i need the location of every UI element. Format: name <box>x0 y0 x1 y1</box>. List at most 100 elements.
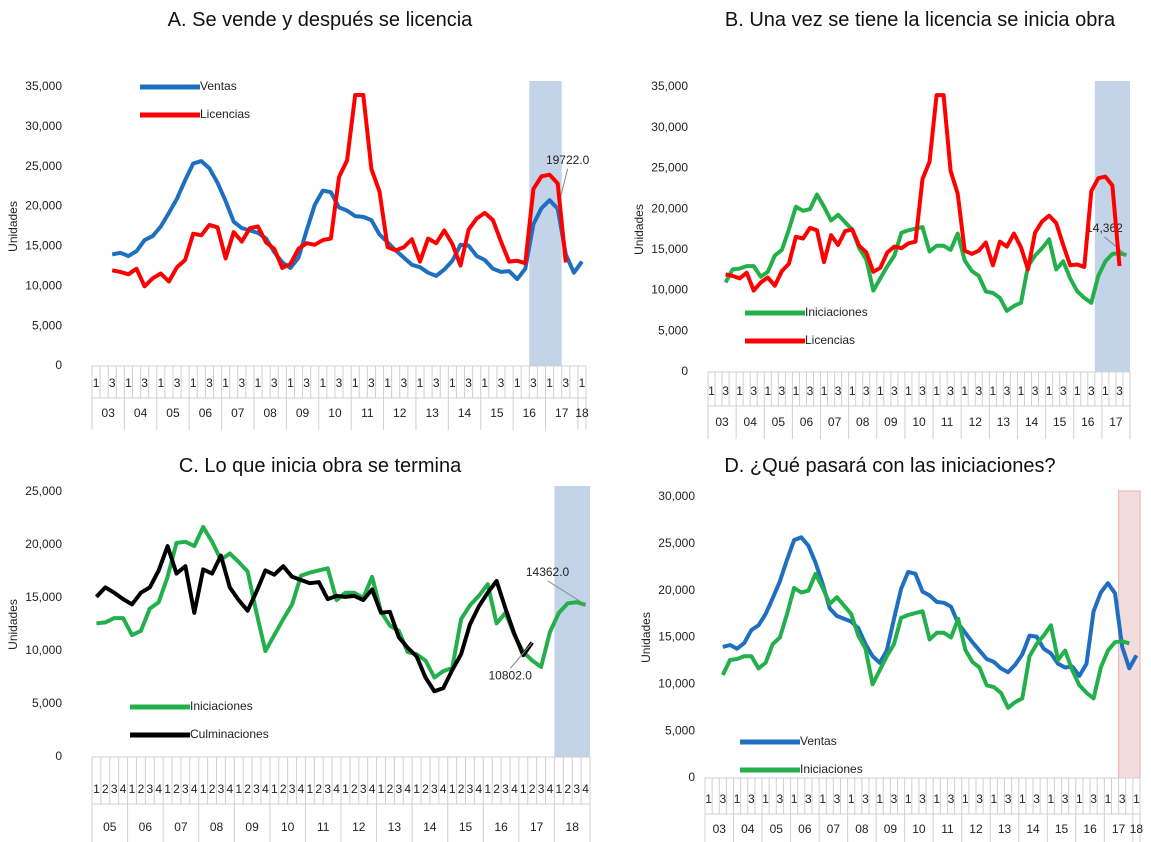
legend-label: Culminaciones <box>190 727 269 741</box>
y-tick-label: 0 <box>681 364 688 378</box>
x-tick-label: 3 <box>750 384 757 398</box>
year-label: 17 <box>555 406 569 420</box>
label-leader <box>547 580 586 606</box>
x-tick-label: 1 <box>848 792 855 806</box>
label-leader <box>509 642 533 669</box>
x-tick-label: 2 <box>493 782 500 796</box>
x-tick-label: 3 <box>400 376 407 390</box>
year-label: 12 <box>352 820 366 834</box>
x-tick-label: 3 <box>834 792 841 806</box>
year-label: 16 <box>494 820 508 834</box>
x-tick-label: 3 <box>807 384 814 398</box>
year-label: 08 <box>263 406 277 420</box>
x-tick-label: 1 <box>481 376 488 390</box>
x-tick-label: 3 <box>947 384 954 398</box>
x-tick-label: 1 <box>1105 792 1112 806</box>
x-tick-label: 3 <box>498 376 505 390</box>
x-tick-label: 3 <box>719 792 726 806</box>
x-tick-label: 4 <box>262 782 269 796</box>
year-label: 07 <box>828 415 842 429</box>
x-tick-label: 4 <box>547 782 554 796</box>
x-tick-label: 3 <box>538 782 545 796</box>
year-label: 18 <box>575 406 589 420</box>
highlight-band <box>554 486 590 757</box>
x-tick-label: 3 <box>919 384 926 398</box>
year-label: 12 <box>969 415 983 429</box>
x-tick-label: 1 <box>93 376 100 390</box>
x-tick-label: 1 <box>222 376 229 390</box>
x-tick-label: 3 <box>174 376 181 390</box>
year-label: 17 <box>530 820 544 834</box>
y-tick-label: 10,000 <box>25 643 62 657</box>
y-axis-label: Unidades <box>632 204 646 255</box>
year-label: 07 <box>174 820 188 834</box>
x-tick-label: 1 <box>200 782 207 796</box>
x-tick-label: 1 <box>235 782 242 796</box>
x-tick-label: 1 <box>556 782 563 796</box>
year-label: 11 <box>941 415 954 429</box>
year-label: 04 <box>134 406 148 420</box>
x-tick-label: 2 <box>138 782 145 796</box>
y-tick-label: 30,000 <box>658 489 695 503</box>
x-tick-label: 1 <box>1102 384 1109 398</box>
year-label: 15 <box>1053 415 1067 429</box>
x-tick-label: 2 <box>387 782 394 796</box>
label-leader <box>1104 236 1127 256</box>
year-label: 13 <box>997 415 1011 429</box>
x-tick-label: 2 <box>351 782 358 796</box>
x-tick-label: 1 <box>384 376 391 390</box>
year-label: 15 <box>1055 822 1069 836</box>
x-tick-label: 3 <box>146 782 153 796</box>
x-tick-label: 3 <box>253 782 260 796</box>
year-label: 18 <box>1130 822 1144 836</box>
year-label: 05 <box>772 415 786 429</box>
x-tick-label: 1 <box>1018 384 1025 398</box>
year-label: 08 <box>855 822 869 836</box>
year-label: 06 <box>139 820 153 834</box>
x-tick-label: 3 <box>1119 792 1126 806</box>
x-tick-label: 3 <box>805 792 812 806</box>
x-tick-label: 2 <box>458 782 465 796</box>
x-tick-label: 3 <box>360 782 367 796</box>
x-tick-label: 1 <box>736 384 743 398</box>
x-tick-label: 2 <box>280 782 287 796</box>
legend-label: Licencias <box>200 107 250 121</box>
x-tick-label: 1 <box>546 376 553 390</box>
line-series <box>111 159 584 282</box>
y-tick-label: 10,000 <box>25 278 62 292</box>
x-tick-label: 1 <box>164 782 171 796</box>
year-label: 09 <box>245 820 259 834</box>
chart-title: D. ¿Qué pasará con las iniciaciones? <box>724 455 1056 477</box>
x-tick-label: 1 <box>762 792 769 806</box>
x-tick-label: 1 <box>1076 792 1083 806</box>
year-label: 10 <box>281 820 295 834</box>
y-tick-label: 15,000 <box>25 590 62 604</box>
x-tick-label: 2 <box>209 782 216 796</box>
x-tick-label: 3 <box>395 782 402 796</box>
x-tick-label: 3 <box>1116 384 1123 398</box>
data-label: 10802.0 <box>489 669 533 683</box>
x-tick-label: 3 <box>467 782 474 796</box>
year-label: 12 <box>393 406 407 420</box>
y-tick-label: 5,000 <box>32 318 62 332</box>
x-tick-label: 3 <box>975 384 982 398</box>
year-label: 05 <box>770 822 784 836</box>
x-tick-label: 4 <box>333 782 340 796</box>
y-tick-label: 20,000 <box>658 583 695 597</box>
x-tick-label: 4 <box>475 782 482 796</box>
x-tick-label: 1 <box>417 376 424 390</box>
x-tick-label: 4 <box>191 782 198 796</box>
x-tick-label: 1 <box>1019 792 1026 806</box>
x-tick-label: 3 <box>1032 384 1039 398</box>
x-tick-label: 3 <box>1090 792 1097 806</box>
x-tick-label: 3 <box>109 376 116 390</box>
chart-title: A. Se vende y después se licencia <box>167 9 473 31</box>
year-label: 16 <box>523 406 537 420</box>
x-tick-label: 1 <box>190 376 197 390</box>
x-tick-label: 2 <box>564 782 571 796</box>
y-axis-label: Unidades <box>6 599 20 650</box>
year-label: 16 <box>1081 415 1095 429</box>
x-tick-label: 4 <box>226 782 233 796</box>
year-label: 08 <box>210 820 224 834</box>
line-series <box>720 571 1130 710</box>
